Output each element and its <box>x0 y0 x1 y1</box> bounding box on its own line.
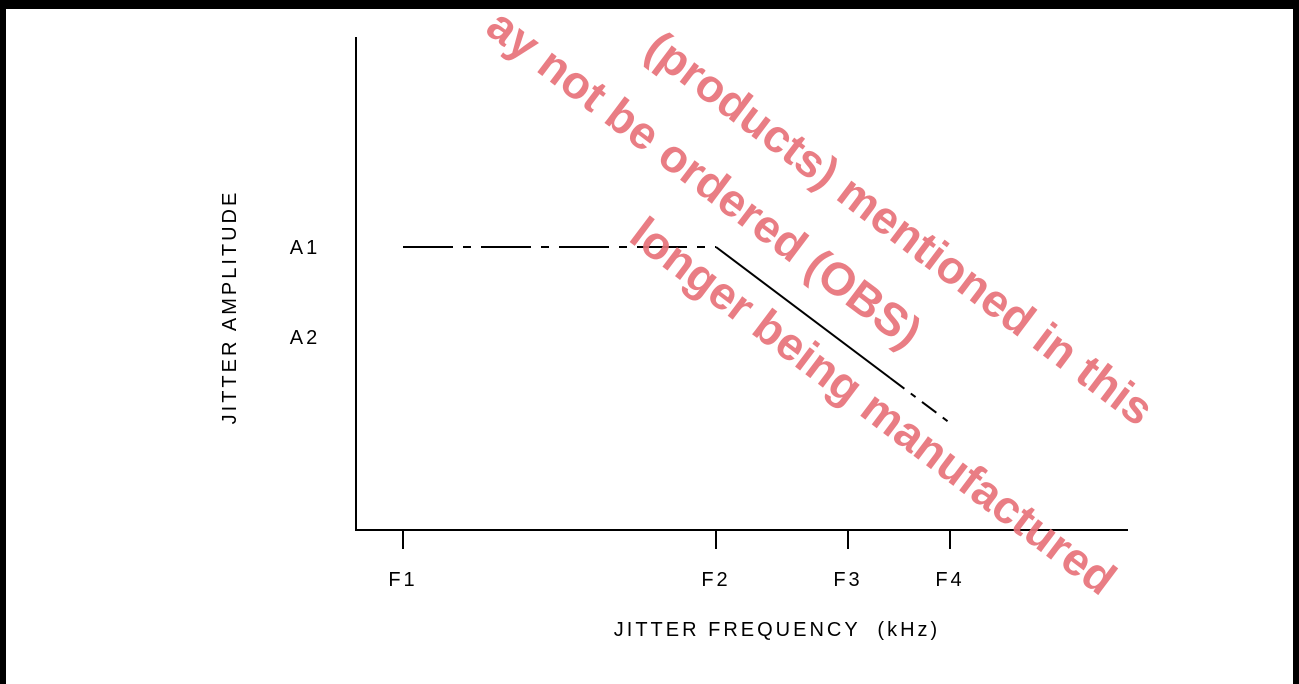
x-tick-label: F3 <box>833 569 862 591</box>
x-tick-label: F2 <box>701 569 730 591</box>
watermark: (products) mentioned in this ay not be o… <box>478 0 1164 605</box>
y-levels: A1 A2 <box>290 237 320 349</box>
watermark-line-1: (products) mentioned in this <box>636 20 1163 435</box>
x-ticks: F1 F2 F3 F4 <box>388 530 964 591</box>
x-tick-label: F4 <box>935 569 964 591</box>
curve-slope-tail <box>889 377 951 424</box>
y-level-label: A1 <box>290 237 320 259</box>
y-axis-title: JITTER AMPLITUDE <box>219 190 241 425</box>
series-line <box>403 246 951 424</box>
watermark-line-3: longer being manufactured <box>621 207 1126 605</box>
x-tick-label: F1 <box>388 569 417 591</box>
curve-slope-segment <box>715 246 891 379</box>
x-axis-title: JITTER FREQUENCY (kHz) <box>614 619 940 641</box>
y-level-label: A2 <box>290 327 320 349</box>
